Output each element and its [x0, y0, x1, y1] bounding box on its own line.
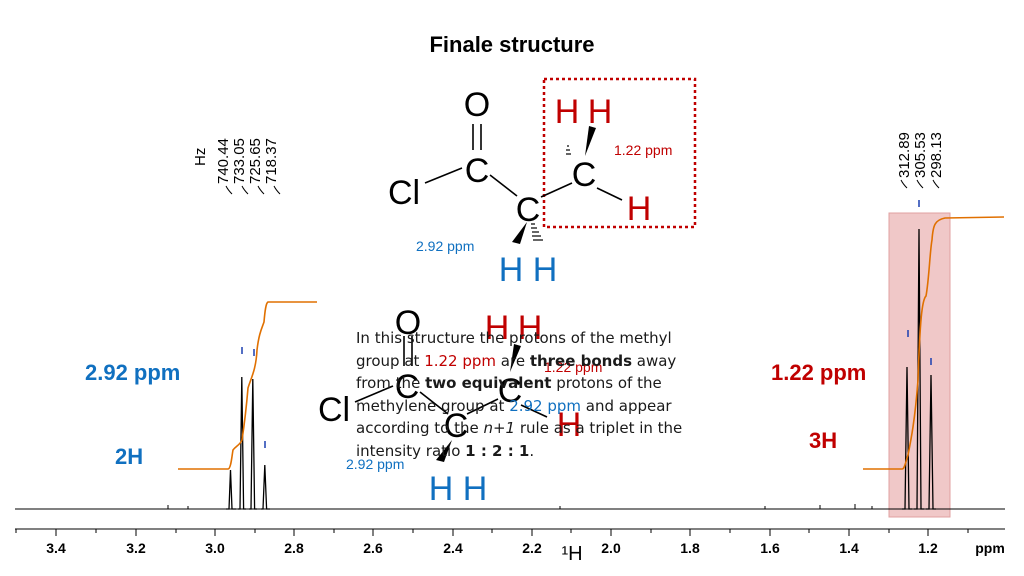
- methylene-ppm-label: 2.92 ppm: [416, 238, 474, 254]
- overlay-atom-cl: Cl: [318, 391, 350, 429]
- peak-305: [914, 228, 924, 510]
- structure-overlay: O C Cl C C H H H H H 1.22 ppm 2.92 ppm: [318, 304, 602, 508]
- tick-label-3.2: 3.2: [126, 540, 146, 556]
- overlay-atom-h-5: H: [463, 470, 488, 508]
- overlay-atom-c-methylene: C: [444, 407, 469, 445]
- peak-718: [261, 464, 270, 510]
- methylene-shift-label: 2.92 ppm: [85, 360, 181, 385]
- overlay-atom-h-4: H: [429, 470, 454, 508]
- atom-h-methyl-2: H: [588, 93, 613, 131]
- tick-label-2.2: 2.2: [522, 540, 542, 556]
- x-axis: 3.4 3.2 3.0 2.8 2.6 2.4 2.2 2.0 1.8 1.6 …: [15, 528, 1005, 565]
- overlay-methyl-ppm: 1.22 ppm: [544, 359, 602, 375]
- desc-two-equivalent: two equivalent: [425, 374, 552, 392]
- peak-718-label: 718.37: [263, 138, 280, 184]
- desc-methyl-ppm: 1.22 ppm: [424, 351, 497, 370]
- tick-label-1.8: 1.8: [680, 540, 700, 556]
- integral-curve-methyl: [863, 216, 1005, 470]
- atom-h-methyl-1: H: [555, 93, 580, 131]
- peak-733-label: 733.05: [231, 138, 248, 184]
- peak-725-label: 725.65: [247, 138, 264, 184]
- desc-ratio: 1 : 2 : 1: [465, 441, 530, 460]
- overlay-atom-h-2: H: [518, 309, 543, 347]
- methyl-shift-label: 1.22 ppm: [771, 360, 867, 385]
- tick-label-1.6: 1.6: [760, 540, 780, 556]
- overlay-atom-c-carbonyl: C: [395, 368, 420, 406]
- overlay-methylene-ppm: 2.92 ppm: [346, 456, 404, 472]
- peak-305-label: 305.53: [912, 132, 929, 178]
- structure-top: O C Cl C C H H H H H 1.22 ppm 2.92 ppm: [388, 77, 697, 289]
- desc-three-bonds: three bonds: [529, 351, 633, 370]
- wedge-bond: [512, 222, 527, 244]
- integral-curve-methylene: [178, 301, 317, 470]
- atom-h-methyl-3: H: [627, 190, 652, 228]
- peak-list-leaders-right: [900, 179, 940, 189]
- methylene-quartet: [226, 376, 270, 510]
- methylene-integration-label: 2H: [115, 444, 144, 469]
- peak-312-label: 312.89: [896, 132, 913, 178]
- desc-n-plus-one: n+1: [483, 419, 516, 437]
- peak-740: [226, 469, 236, 510]
- peak-list-unit: Hz: [192, 148, 209, 166]
- tick-label-1.4: 1.4: [839, 540, 859, 556]
- wedge-bond-methyl: [585, 126, 596, 156]
- tick-label-1.2: 1.2: [918, 540, 938, 556]
- page-title: Finale structure: [429, 32, 595, 57]
- description-paragraph: In this structure the protons of the met…: [356, 329, 683, 460]
- tick-label-3.0: 3.0: [205, 540, 225, 556]
- methyl-integration-label: 3H: [809, 428, 838, 453]
- overlay-atom-o: O: [395, 304, 421, 342]
- axis-unit-label: ppm: [975, 540, 1005, 556]
- tick-label-2.0: 2.0: [601, 540, 621, 556]
- peak-list-leaders-left: [225, 185, 281, 195]
- atom-h-methylene-2: H: [533, 251, 558, 289]
- peak-312: [902, 366, 912, 510]
- methyl-box: [542, 77, 697, 229]
- baseline-noise: [167, 504, 873, 509]
- overlay-atom-c-methyl: C: [498, 372, 523, 410]
- tick-label-3.4: 3.4: [46, 540, 66, 556]
- atom-h-methylene-1: H: [499, 251, 524, 289]
- methyl-triplet: [902, 228, 936, 510]
- peak-markers: [241, 200, 932, 448]
- peak-733: [238, 376, 246, 510]
- tick-label-2.6: 2.6: [363, 540, 383, 556]
- peak-725: [249, 378, 257, 510]
- peak-298-label: 298.13: [928, 132, 945, 178]
- desc-methylene-ppm: 2.92 ppm: [509, 396, 582, 415]
- peak-740-label: 740.44: [215, 138, 232, 184]
- methyl-ppm-label: 1.22 ppm: [614, 142, 672, 158]
- overlay-atom-h-3: H: [557, 406, 582, 444]
- atom-cl: Cl: [388, 174, 420, 212]
- atom-o: O: [464, 86, 490, 124]
- atom-c-carbonyl: C: [465, 152, 490, 190]
- tick-label-2.8: 2.8: [284, 540, 304, 556]
- nucleus-label: ¹H: [561, 543, 582, 565]
- peak-298: [926, 374, 936, 510]
- atom-c-methyl: C: [572, 156, 597, 194]
- overlay-atom-h-1: H: [485, 309, 510, 347]
- tick-label-2.4: 2.4: [443, 540, 463, 556]
- atom-c-methylene: C: [516, 191, 541, 229]
